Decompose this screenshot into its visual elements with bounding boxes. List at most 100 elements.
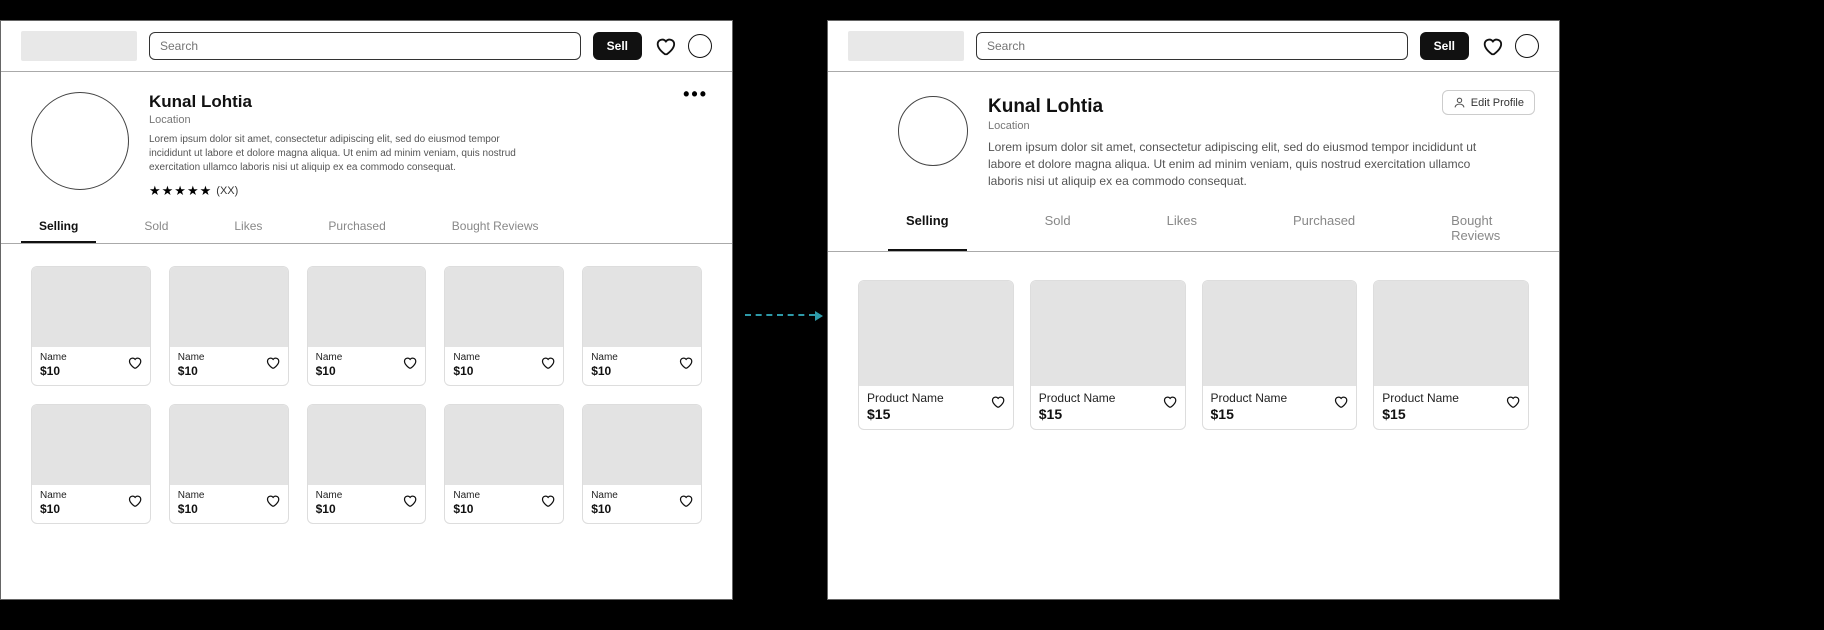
product-name: Name bbox=[40, 490, 67, 501]
product-name: Name bbox=[591, 352, 618, 363]
header: Sell bbox=[1, 21, 732, 72]
profile-info: Kunal Lohtia Location Lorem ipsum dolor … bbox=[988, 96, 1499, 189]
edit-profile-button[interactable]: Edit Profile bbox=[1442, 90, 1535, 115]
search-box[interactable] bbox=[149, 32, 581, 60]
tab-sold[interactable]: Sold bbox=[126, 209, 186, 243]
profile-tabs: Selling Sold Likes Purchased Bought Reviews bbox=[828, 203, 1559, 252]
transition-arrow-area bbox=[733, 0, 827, 630]
like-icon[interactable] bbox=[127, 493, 142, 508]
logo-placeholder bbox=[848, 31, 964, 61]
arrow-icon bbox=[745, 314, 815, 316]
like-icon[interactable] bbox=[540, 493, 555, 508]
more-menu-icon[interactable]: ••• bbox=[683, 84, 708, 105]
card-body: Name$10 bbox=[32, 347, 150, 385]
product-price: $10 bbox=[316, 364, 343, 378]
card-body: Product Name$15 bbox=[1031, 386, 1185, 429]
product-image-placeholder bbox=[1374, 281, 1528, 386]
profile-view-public: Sell Kunal Lohtia Location Lorem ipsum d… bbox=[0, 20, 733, 600]
like-icon[interactable] bbox=[678, 493, 693, 508]
card-body: Name$10 bbox=[445, 347, 563, 385]
card-body: Name$10 bbox=[170, 347, 288, 385]
card-body: Name$10 bbox=[445, 485, 563, 523]
tab-sold[interactable]: Sold bbox=[1027, 203, 1089, 251]
product-name: Name bbox=[178, 352, 205, 363]
tab-bought-reviews[interactable]: Bought Reviews bbox=[1433, 203, 1518, 251]
product-price: $15 bbox=[1382, 406, 1459, 422]
profile-location: Location bbox=[149, 114, 702, 126]
like-icon[interactable] bbox=[540, 355, 555, 370]
header: Sell bbox=[828, 21, 1559, 72]
product-card[interactable]: Name$10 bbox=[444, 404, 564, 524]
product-card[interactable]: Product Name$15 bbox=[1202, 280, 1358, 430]
profile-view-owner: Sell Kunal Lohtia Location Lorem ipsum d… bbox=[827, 20, 1560, 600]
tab-purchased[interactable]: Purchased bbox=[1275, 203, 1373, 251]
tab-likes[interactable]: Likes bbox=[1149, 203, 1215, 251]
card-body: Product Name$15 bbox=[859, 386, 1013, 429]
product-card[interactable]: Name$10 bbox=[169, 404, 289, 524]
user-avatar[interactable] bbox=[688, 34, 712, 58]
rating-count: (XX) bbox=[216, 185, 238, 197]
like-icon[interactable] bbox=[265, 355, 280, 370]
like-icon[interactable] bbox=[1333, 394, 1348, 409]
like-icon[interactable] bbox=[127, 355, 142, 370]
product-image-placeholder bbox=[445, 267, 563, 347]
product-grid: Name$10Name$10Name$10Name$10Name$10Name$… bbox=[1, 244, 732, 546]
card-body: Name$10 bbox=[583, 485, 701, 523]
card-body: Product Name$15 bbox=[1374, 386, 1528, 429]
favorites-icon[interactable] bbox=[654, 35, 676, 57]
card-body: Name$10 bbox=[583, 347, 701, 385]
profile-avatar bbox=[898, 96, 968, 166]
tab-purchased[interactable]: Purchased bbox=[310, 209, 403, 243]
sell-button[interactable]: Sell bbox=[1420, 32, 1469, 60]
card-body: Name$10 bbox=[32, 485, 150, 523]
product-card[interactable]: Name$10 bbox=[307, 404, 427, 524]
product-card[interactable]: Product Name$15 bbox=[858, 280, 1014, 430]
favorites-icon[interactable] bbox=[1481, 35, 1503, 57]
product-card[interactable]: Name$10 bbox=[31, 404, 151, 524]
product-card[interactable]: Name$10 bbox=[582, 404, 702, 524]
card-body: Name$10 bbox=[308, 347, 426, 385]
like-icon[interactable] bbox=[990, 394, 1005, 409]
product-price: $15 bbox=[1039, 406, 1116, 422]
search-input[interactable] bbox=[160, 39, 570, 53]
product-card[interactable]: Name$10 bbox=[31, 266, 151, 386]
like-icon[interactable] bbox=[1162, 394, 1177, 409]
product-card[interactable]: Name$10 bbox=[307, 266, 427, 386]
product-name: Product Name bbox=[867, 391, 944, 405]
user-avatar[interactable] bbox=[1515, 34, 1539, 58]
product-name: Product Name bbox=[1382, 391, 1459, 405]
tab-likes[interactable]: Likes bbox=[216, 209, 280, 243]
tab-selling[interactable]: Selling bbox=[21, 209, 96, 243]
product-price: $15 bbox=[867, 406, 944, 422]
product-price: $15 bbox=[1211, 406, 1288, 422]
card-body: Name$10 bbox=[170, 485, 288, 523]
product-image-placeholder bbox=[32, 405, 150, 485]
product-card[interactable]: Product Name$15 bbox=[1030, 280, 1186, 430]
tab-bought-reviews[interactable]: Bought Reviews bbox=[434, 209, 557, 243]
product-card[interactable]: Name$10 bbox=[444, 266, 564, 386]
profile-name: Kunal Lohtia bbox=[149, 92, 702, 112]
logo-placeholder bbox=[21, 31, 137, 61]
product-price: $10 bbox=[453, 502, 480, 516]
product-name: Name bbox=[40, 352, 67, 363]
product-card[interactable]: Name$10 bbox=[582, 266, 702, 386]
search-input[interactable] bbox=[987, 39, 1397, 53]
like-icon[interactable] bbox=[402, 493, 417, 508]
sell-button[interactable]: Sell bbox=[593, 32, 642, 60]
like-icon[interactable] bbox=[1505, 394, 1520, 409]
product-card[interactable]: Name$10 bbox=[169, 266, 289, 386]
like-icon[interactable] bbox=[402, 355, 417, 370]
product-name: Name bbox=[316, 490, 343, 501]
product-grid: Product Name$15Product Name$15Product Na… bbox=[828, 252, 1559, 458]
profile-bio: Lorem ipsum dolor sit amet, consectetur … bbox=[988, 139, 1499, 189]
product-name: Name bbox=[453, 352, 480, 363]
product-image-placeholder bbox=[308, 267, 426, 347]
product-name: Name bbox=[178, 490, 205, 501]
product-card[interactable]: Product Name$15 bbox=[1373, 280, 1529, 430]
like-icon[interactable] bbox=[265, 493, 280, 508]
search-box[interactable] bbox=[976, 32, 1408, 60]
like-icon[interactable] bbox=[678, 355, 693, 370]
product-image-placeholder bbox=[1203, 281, 1357, 386]
tab-selling[interactable]: Selling bbox=[888, 203, 967, 251]
card-body: Product Name$15 bbox=[1203, 386, 1357, 429]
